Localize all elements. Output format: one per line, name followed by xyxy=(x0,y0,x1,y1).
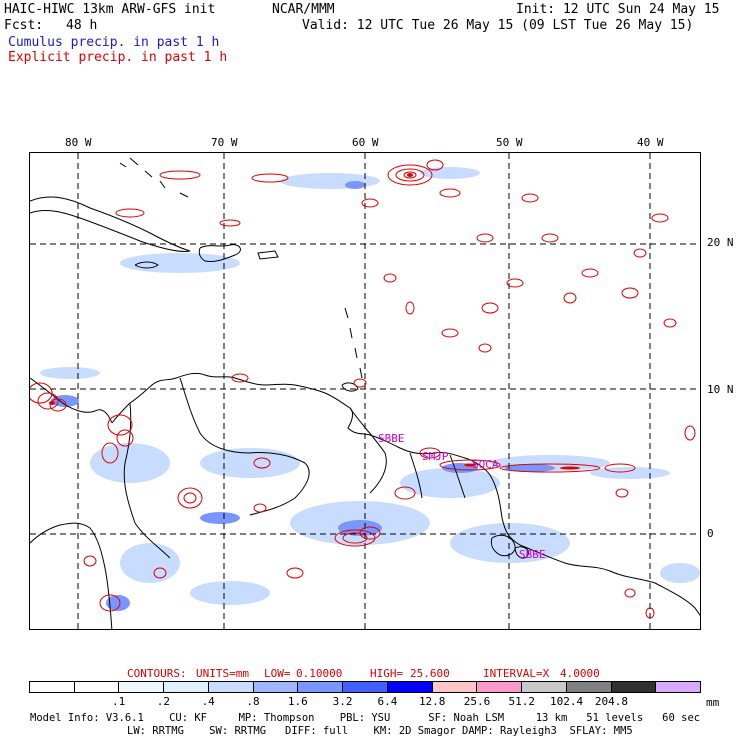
colorbar-tick-label: 102.4 xyxy=(550,695,584,708)
interval-value: 4.0000 xyxy=(560,667,600,680)
coastlines xyxy=(30,157,700,629)
legend-explicit: Explicit precip. in past 1 h xyxy=(8,50,228,65)
colorbar-tick-label: 25.6 xyxy=(463,695,491,708)
low-label: LOW= xyxy=(264,667,291,680)
cumulus-precip-cores xyxy=(51,181,555,611)
colorbar-unit: mm xyxy=(706,696,720,709)
graticule xyxy=(30,153,700,629)
colorbar-tick-label: .8 xyxy=(246,695,260,708)
lat-label-20n: 20 N xyxy=(707,236,734,249)
colorbar-tick-label: .4 xyxy=(201,695,215,708)
model-info-line1: Model Info: V3.6.1 CU: KF MP: Thompson P… xyxy=(30,712,701,724)
colorbar xyxy=(29,681,701,693)
units-label: UNITS=mm xyxy=(196,667,249,680)
colorbar-cell xyxy=(30,682,75,692)
colorbar-cell xyxy=(477,682,523,692)
colorbar-cell xyxy=(74,682,120,692)
valid-time: Valid: 12 UTC Tue 26 May 15 (09 LST Tue … xyxy=(302,18,694,33)
institution: NCAR/MMM xyxy=(272,2,335,17)
colorbar-cell xyxy=(164,682,209,692)
colorbar-tick-label: 3.2 xyxy=(332,695,353,708)
explicit-precip-filled xyxy=(49,173,580,470)
interval-label: INTERVAL=X xyxy=(483,667,550,680)
lon-label-40w: 40 W xyxy=(637,136,664,149)
lat-label-10n: 10 N xyxy=(707,383,734,396)
station-label: SBBE xyxy=(378,432,405,445)
colorbar-cell xyxy=(119,682,165,692)
station-label: SMJP xyxy=(422,450,449,463)
high-value: 25.600 xyxy=(410,667,450,680)
colorbar-cell xyxy=(522,682,567,692)
model-title: HAIC-HIWC 13km ARW-GFS init xyxy=(4,2,216,17)
colorbar-cell xyxy=(566,682,612,692)
colorbar-tick-label: 204.8 xyxy=(594,695,628,708)
colorbar-cell xyxy=(387,682,433,692)
fcst-hours: 48 h xyxy=(66,18,98,33)
colorbar-tick-label: 51.2 xyxy=(508,695,536,708)
colorbar-tick-label: 12.8 xyxy=(418,695,446,708)
fcst-label: Fcst: xyxy=(4,18,44,33)
colorbar-cell xyxy=(611,682,657,692)
colorbar-tick-label: 1.6 xyxy=(287,695,308,708)
low-value: 0.10000 xyxy=(296,667,343,680)
explicit-precip-contours xyxy=(30,159,696,619)
station-label: SBBE xyxy=(519,548,546,561)
colorbar-cell xyxy=(432,682,478,692)
colorbar-cell xyxy=(343,682,388,692)
lon-label-50w: 50 W xyxy=(496,136,523,149)
station-label: SOCA xyxy=(472,458,499,471)
lon-label-70w: 70 W xyxy=(211,136,238,149)
colorbar-cell xyxy=(253,682,299,692)
high-label: HIGH= xyxy=(370,667,404,680)
colorbar-cell xyxy=(298,682,344,692)
lon-label-60w: 60 W xyxy=(352,136,379,149)
legend-cumulus: Cumulus precip. in past 1 h xyxy=(8,35,220,50)
precip-map xyxy=(30,153,700,629)
init-time: Init: 12 UTC Sun 24 May 15 xyxy=(516,2,720,17)
lon-label-80w: 80 W xyxy=(65,136,92,149)
lat-label-0: 0 xyxy=(707,527,714,540)
contours-label: CONTOURS: xyxy=(127,667,187,680)
colorbar-tick-label: .2 xyxy=(156,695,171,708)
colorbar-tick-label: 6.4 xyxy=(377,695,398,708)
colorbar-tick-label: .1 xyxy=(111,695,126,708)
model-info-line2: LW: RRTMG SW: RRTMG DIFF: full KM: 2D Sm… xyxy=(127,725,633,737)
colorbar-cell xyxy=(656,682,701,692)
colorbar-cell xyxy=(208,682,254,692)
map-panel: SBBE SMJP SOCA SBBE xyxy=(29,152,701,630)
